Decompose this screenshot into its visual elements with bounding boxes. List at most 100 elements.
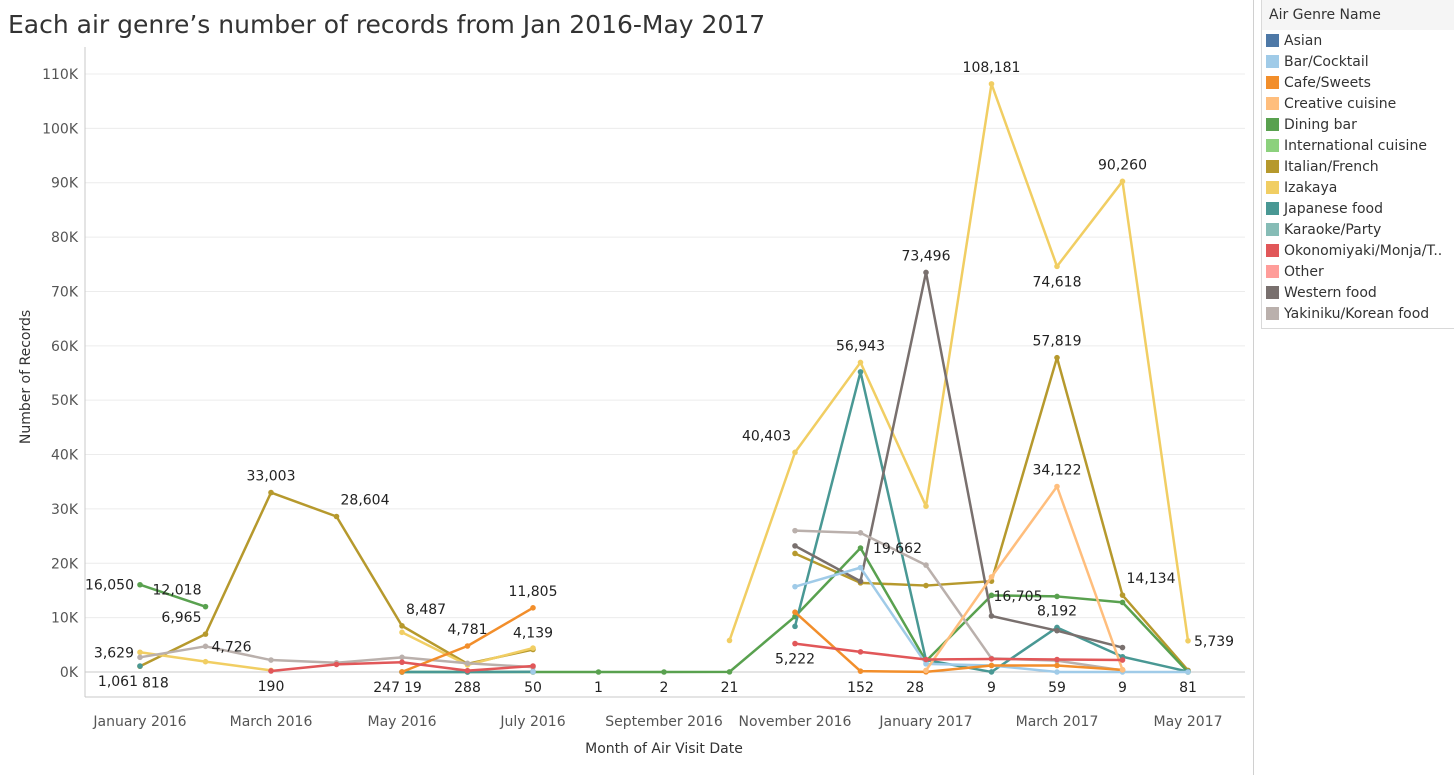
- chart-title: Each air genre’s number of records from …: [8, 10, 766, 39]
- legend-item[interactable]: Karaoke/Party: [1262, 219, 1454, 240]
- data-point: [137, 663, 143, 669]
- data-label: 6,965: [161, 610, 201, 626]
- data-point: [399, 654, 405, 661]
- data-point: [333, 513, 340, 520]
- y-tick-label: 30K: [51, 502, 79, 518]
- data-point: [464, 643, 471, 649]
- data-point: [268, 489, 274, 496]
- data-point: [792, 623, 798, 630]
- series-line: [794, 611, 1123, 674]
- data-label: 90,260: [1098, 157, 1147, 173]
- series-lines: [137, 81, 1191, 675]
- legend-item[interactable]: International cuisine: [1262, 135, 1454, 156]
- data-label: 28: [906, 680, 924, 696]
- data-point: [1119, 178, 1126, 185]
- legend-item[interactable]: Western food: [1262, 282, 1454, 303]
- series-line: [728, 82, 1190, 641]
- legend-swatch: [1266, 118, 1279, 131]
- legend-item[interactable]: Creative cuisine: [1262, 93, 1454, 114]
- data-point: [1119, 667, 1126, 673]
- data-point: [202, 631, 209, 637]
- legend-item[interactable]: Other: [1262, 261, 1454, 282]
- data-point: [1054, 483, 1060, 490]
- legend-label: Karaoke/Party: [1284, 221, 1382, 238]
- data-point: [137, 654, 143, 661]
- y-tick-label: 70K: [51, 284, 79, 300]
- pane-divider: [1253, 0, 1254, 775]
- data-point: [988, 662, 995, 669]
- series-line: [794, 271, 1123, 649]
- data-point: [1054, 669, 1060, 675]
- data-label: 11,805: [509, 584, 558, 600]
- x-tick-label: March 2016: [230, 714, 313, 730]
- data-label: 59: [1048, 680, 1066, 696]
- data-label: 2: [660, 680, 669, 696]
- legend-item[interactable]: Asian: [1262, 30, 1454, 51]
- legend-label: Italian/French: [1284, 158, 1379, 175]
- data-point: [268, 668, 274, 674]
- data-point: [726, 637, 733, 644]
- legend-swatch: [1266, 223, 1279, 236]
- legend-label: Other: [1284, 263, 1324, 280]
- series-line: [794, 642, 1123, 662]
- legend-swatch: [1266, 202, 1279, 215]
- legend[interactable]: Air Genre Name Asian Bar/Cocktail Cafe/Swe…: [1261, 0, 1454, 329]
- legend-swatch: [1266, 55, 1279, 68]
- legend-item[interactable]: Cafe/Sweets: [1262, 72, 1454, 93]
- data-point: [1054, 263, 1060, 270]
- data-point: [988, 81, 995, 87]
- legend-label: International cuisine: [1284, 137, 1427, 154]
- legend-swatch: [1266, 97, 1279, 110]
- y-tick-label: 40K: [51, 448, 79, 464]
- data-point: [268, 657, 274, 663]
- legend-label: Yakiniku/Korean food: [1284, 305, 1430, 322]
- x-axis-title: Month of Air Visit Date: [585, 741, 743, 757]
- legend-swatch: [1266, 34, 1279, 47]
- legend-item[interactable]: Italian/French: [1262, 156, 1454, 177]
- legend-swatch: [1266, 160, 1279, 173]
- y-tick-label: 110K: [42, 67, 79, 83]
- data-point: [857, 649, 864, 655]
- legend-item[interactable]: Yakiniku/Korean food: [1262, 303, 1454, 324]
- data-point: [1185, 638, 1191, 644]
- legend-swatch: [1266, 76, 1279, 89]
- data-label: 74,618: [1033, 274, 1082, 290]
- data-point: [1054, 662, 1060, 669]
- series-line: [139, 583, 206, 608]
- legend-label: Creative cuisine: [1284, 95, 1397, 112]
- legend-label: Japanese food: [1284, 200, 1383, 217]
- data-label: 4,781: [447, 622, 487, 638]
- data-point: [857, 578, 864, 585]
- series-8: [923, 483, 1126, 674]
- series-1: [137, 81, 1191, 674]
- axes: 0K 10K 20K 30K 40K 50K 60K 70K 80K 90K 100K 110K Jan…: [42, 47, 1245, 730]
- data-point: [988, 669, 995, 675]
- data-point: [857, 564, 864, 571]
- data-point: [792, 449, 798, 456]
- legend-item[interactable]: Japanese food: [1262, 198, 1454, 219]
- data-label: 34,122: [1033, 463, 1082, 479]
- legend-item[interactable]: Bar/Cocktail: [1262, 51, 1454, 72]
- legend-label: Cafe/Sweets: [1284, 74, 1371, 91]
- y-tick-label: 90K: [51, 176, 79, 192]
- legend-swatch: [1266, 181, 1279, 194]
- data-label: 19: [404, 680, 422, 696]
- x-tick-label: November 2016: [739, 714, 852, 730]
- data-point: [792, 583, 798, 590]
- data-point: [1119, 657, 1126, 663]
- data-point: [137, 649, 143, 656]
- data-label: 9: [987, 680, 996, 696]
- legend-item[interactable]: Izakaya: [1262, 177, 1454, 198]
- data-label: 288: [454, 680, 481, 696]
- legend-item[interactable]: Dining bar: [1262, 114, 1454, 135]
- legend-swatch: [1266, 139, 1279, 152]
- legend-item[interactable]: Okonomiyaki/Monja/T..: [1262, 240, 1454, 261]
- y-tick-label: 80K: [51, 230, 79, 246]
- legend-swatch: [1266, 265, 1279, 278]
- data-point: [530, 605, 536, 611]
- data-point: [399, 629, 405, 636]
- data-point: [923, 661, 929, 667]
- x-tick-label: March 2017: [1016, 714, 1099, 730]
- data-label: 8,487: [406, 602, 446, 618]
- data-label: 5,222: [775, 652, 815, 668]
